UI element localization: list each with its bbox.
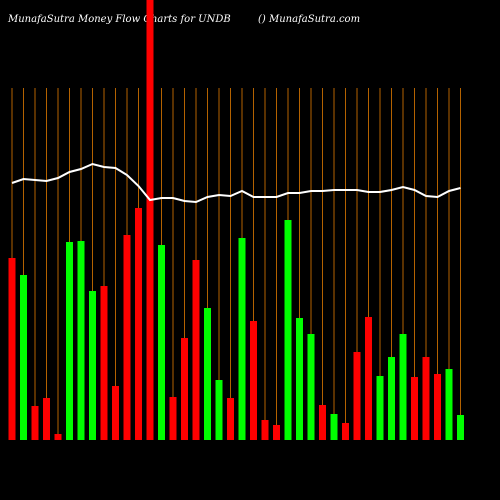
bar (434, 374, 441, 440)
bar (146, 0, 154, 440)
bar (376, 376, 384, 440)
bar (192, 260, 200, 440)
bar (296, 318, 303, 440)
bar (8, 258, 16, 440)
bar (77, 241, 85, 440)
bar (169, 397, 177, 440)
bar (215, 380, 223, 440)
bar (20, 275, 27, 440)
bar (388, 357, 395, 440)
bar (158, 245, 165, 440)
bar (261, 420, 269, 440)
bar (422, 357, 430, 440)
chart-title: MunafaSutra Money Flow Charts for UNDB (7, 14, 231, 25)
bar (66, 242, 73, 440)
bar (31, 406, 39, 440)
bar (43, 398, 50, 440)
bar (445, 369, 453, 440)
money-flow-line (11, 162, 461, 204)
bar (284, 220, 292, 440)
bar (112, 386, 119, 440)
bar (411, 377, 418, 440)
bar (181, 338, 188, 440)
bar (250, 321, 257, 440)
bar (399, 334, 407, 440)
bar (89, 291, 96, 440)
chart-subtitle: () MunafaSutra.com (258, 14, 360, 25)
bar (365, 317, 372, 440)
bar (227, 398, 234, 440)
bar (307, 334, 315, 440)
bar (342, 423, 349, 440)
bar (330, 414, 338, 440)
bar (54, 434, 62, 440)
bar (135, 208, 142, 440)
bar (238, 238, 246, 440)
bar (204, 308, 211, 440)
bar (353, 352, 361, 440)
bar (319, 405, 326, 440)
bar (123, 235, 131, 440)
bar (273, 425, 280, 440)
bar (100, 286, 108, 440)
bar (457, 415, 464, 440)
